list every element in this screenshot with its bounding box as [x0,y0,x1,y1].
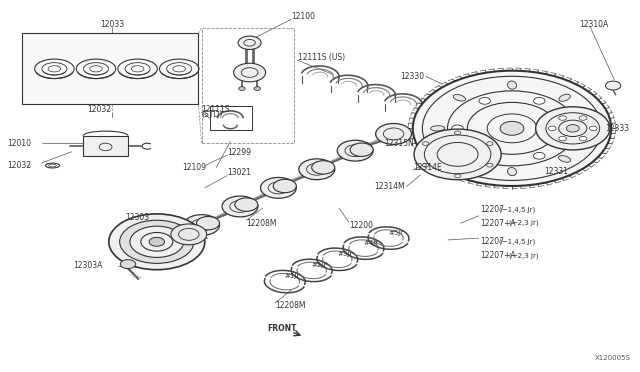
Text: 12109: 12109 [182,163,206,172]
Ellipse shape [508,167,516,176]
Text: 12207+A: 12207+A [480,219,516,228]
Circle shape [561,125,572,132]
Text: 12033: 12033 [100,20,124,29]
Text: 12303A: 12303A [74,262,103,270]
Text: (STD): (STD) [202,110,223,119]
Circle shape [548,126,556,131]
Bar [202,28,294,143]
Circle shape [234,63,266,82]
Circle shape [337,140,373,161]
Text: (−1,4,5 Jr): (−1,4,5 Jr) [499,238,536,245]
Text: 12208M: 12208M [246,219,277,228]
Circle shape [534,153,545,159]
Circle shape [260,177,296,198]
Text: 12111S (US): 12111S (US) [298,53,345,62]
Circle shape [184,215,220,235]
Text: X120005S: X120005S [595,355,630,361]
Ellipse shape [579,126,593,131]
Circle shape [559,137,566,141]
Text: 12208M: 12208M [275,301,306,310]
Circle shape [273,179,296,193]
Circle shape [238,36,261,49]
Text: 12207: 12207 [480,205,504,214]
Circle shape [500,121,524,135]
Ellipse shape [559,94,570,101]
Circle shape [452,125,463,132]
Text: 12310A: 12310A [579,20,609,29]
Text: 12303: 12303 [125,213,149,222]
Bar [210,106,252,130]
Circle shape [235,198,258,211]
Circle shape [130,226,184,257]
Circle shape [534,97,545,104]
Circle shape [579,116,587,120]
Text: 12111S: 12111S [202,105,230,114]
Text: #4Jr: #4Jr [364,240,379,246]
Circle shape [254,87,260,90]
Text: 12032: 12032 [87,105,111,114]
Circle shape [239,87,245,90]
Text: 12207+A: 12207+A [480,251,516,260]
Text: (−2,3 Jr): (−2,3 Jr) [509,220,538,227]
Ellipse shape [453,94,465,101]
Circle shape [579,137,587,141]
Text: #2Jr: #2Jr [312,262,327,268]
Circle shape [171,224,207,245]
Circle shape [109,214,205,270]
Text: 12331: 12331 [544,167,568,176]
Circle shape [120,220,194,263]
Circle shape [196,217,220,230]
Text: 12315N: 12315N [384,140,413,148]
Circle shape [350,143,373,156]
Circle shape [222,196,258,217]
Circle shape [120,260,136,269]
Circle shape [149,237,164,246]
Circle shape [413,71,611,186]
Ellipse shape [431,126,445,131]
Circle shape [376,124,412,144]
Circle shape [589,126,597,131]
Text: 12032: 12032 [8,161,32,170]
Text: 12330: 12330 [400,72,424,81]
Ellipse shape [454,155,465,163]
Text: 12207: 12207 [480,237,504,246]
Text: 12299: 12299 [227,148,251,157]
Text: 12314E: 12314E [413,163,442,172]
Circle shape [566,125,579,132]
Text: 12333: 12333 [605,124,629,133]
Text: 12100: 12100 [291,12,315,21]
Circle shape [536,107,610,150]
Text: #1Jr: #1Jr [285,273,300,279]
Circle shape [414,129,501,180]
Ellipse shape [559,155,571,162]
Circle shape [605,81,621,90]
Ellipse shape [508,81,516,89]
Circle shape [299,159,335,180]
Bar [83,136,128,156]
Text: 12010: 12010 [8,139,32,148]
Text: 12200: 12200 [349,221,372,230]
Circle shape [479,153,490,159]
Text: #5Jr: #5Jr [388,230,404,235]
Text: 13021: 13021 [227,169,251,177]
Circle shape [479,97,490,104]
Text: (−2,3 Jr): (−2,3 Jr) [509,252,538,259]
Bar [22,33,198,104]
Text: (−1,4,5 Jr): (−1,4,5 Jr) [499,206,536,213]
Text: 12314M: 12314M [374,182,405,191]
Text: #3Jr: #3Jr [337,251,353,257]
Text: FRONT: FRONT [267,324,296,333]
Circle shape [559,116,566,120]
Circle shape [312,161,335,174]
